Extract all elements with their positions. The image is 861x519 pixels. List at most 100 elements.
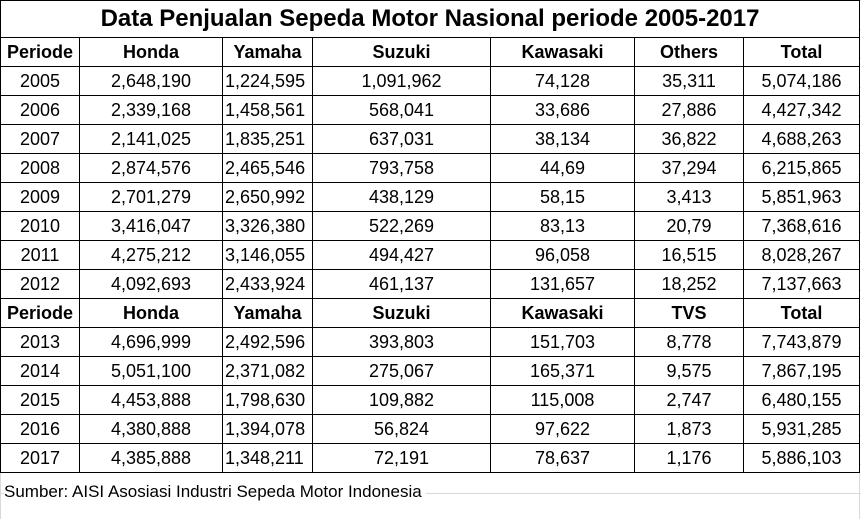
cell-honda[interactable]: 2,701,279 [79, 182, 223, 212]
column-header-honda[interactable]: Honda [79, 37, 223, 67]
cell-total[interactable]: 5,851,963 [742, 182, 861, 212]
cell-kawasaki[interactable]: 78,637 [490, 443, 635, 473]
cell-other[interactable]: 35,311 [634, 66, 744, 96]
cell-suzuki[interactable]: 793,758 [312, 153, 491, 183]
column-header-yamaha[interactable]: Yamaha [222, 37, 313, 67]
cell-total[interactable]: 7,743,879 [742, 327, 861, 357]
cell-suzuki[interactable]: 109,882 [312, 385, 491, 415]
cell-yamaha[interactable]: 1,835,251 [222, 124, 313, 154]
cell-suzuki[interactable]: 522,269 [312, 211, 491, 241]
column-header-kawasaki[interactable]: Kawasaki [490, 37, 635, 67]
cell-other[interactable]: 36,822 [634, 124, 744, 154]
cell-yamaha[interactable]: 3,326,380 [222, 211, 313, 241]
cell-kawasaki[interactable]: 58,15 [490, 182, 635, 212]
cell-other[interactable]: 18,252 [634, 269, 744, 299]
cell-suzuki[interactable]: 275,067 [312, 356, 491, 386]
column-header-suzuki[interactable]: Suzuki [312, 37, 491, 67]
cell-total[interactable]: 6,215,865 [742, 153, 861, 183]
cell-period[interactable]: 2016 [0, 414, 80, 444]
cell-other[interactable]: 20,79 [634, 211, 744, 241]
cell-period[interactable]: 2013 [0, 327, 80, 357]
cell-yamaha[interactable]: 1,458,561 [222, 95, 313, 125]
cell-suzuki[interactable]: 494,427 [312, 240, 491, 270]
cell-kawasaki[interactable]: 96,058 [490, 240, 635, 270]
cell-honda[interactable]: 4,092,693 [79, 269, 223, 299]
cell-yamaha[interactable]: 2,433,924 [222, 269, 313, 299]
cell-other[interactable]: 27,886 [634, 95, 744, 125]
cell-kawasaki[interactable]: 33,686 [490, 95, 635, 125]
cell-honda[interactable]: 4,385,888 [79, 443, 223, 473]
cell-yamaha[interactable]: 1,224,595 [222, 66, 313, 96]
cell-yamaha[interactable]: 2,650,992 [222, 182, 313, 212]
cell-total[interactable]: 5,074,186 [742, 66, 861, 96]
cell-suzuki[interactable]: 461,137 [312, 269, 491, 299]
cell-kawasaki[interactable]: 44,69 [490, 153, 635, 183]
cell-period[interactable]: 2014 [0, 356, 80, 386]
cell-honda[interactable]: 4,275,212 [79, 240, 223, 270]
cell-total[interactable]: 7,867,195 [742, 356, 861, 386]
column-header-period[interactable]: Periode [0, 37, 80, 67]
cell-kawasaki[interactable]: 131,657 [490, 269, 635, 299]
column-header-other[interactable]: TVS [634, 298, 744, 328]
cell-honda[interactable]: 5,051,100 [79, 356, 223, 386]
cell-yamaha[interactable]: 3,146,055 [222, 240, 313, 270]
cell-other[interactable]: 16,515 [634, 240, 744, 270]
cell-yamaha[interactable]: 2,371,082 [222, 356, 313, 386]
cell-total[interactable]: 7,137,663 [742, 269, 861, 299]
column-header-other[interactable]: Others [634, 37, 744, 67]
cell-other[interactable]: 3,413 [634, 182, 744, 212]
cell-other[interactable]: 1,873 [634, 414, 744, 444]
cell-honda[interactable]: 3,416,047 [79, 211, 223, 241]
cell-total[interactable]: 8,028,267 [742, 240, 861, 270]
cell-period[interactable]: 2012 [0, 269, 80, 299]
cell-yamaha[interactable]: 1,394,078 [222, 414, 313, 444]
cell-suzuki[interactable]: 568,041 [312, 95, 491, 125]
cell-suzuki[interactable]: 56,824 [312, 414, 491, 444]
cell-honda[interactable]: 2,648,190 [79, 66, 223, 96]
cell-yamaha[interactable]: 1,798,630 [222, 385, 313, 415]
table-title[interactable]: Data Penjualan Sepeda Motor Nasional per… [0, 0, 861, 38]
cell-period[interactable]: 2005 [0, 66, 80, 96]
column-header-total[interactable]: Total [742, 37, 861, 67]
cell-honda[interactable]: 2,874,576 [79, 153, 223, 183]
cell-honda[interactable]: 4,696,999 [79, 327, 223, 357]
cell-kawasaki[interactable]: 151,703 [490, 327, 635, 357]
cell-other[interactable]: 9,575 [634, 356, 744, 386]
column-header-period[interactable]: Periode [0, 298, 80, 328]
cell-yamaha[interactable]: 2,492,596 [222, 327, 313, 357]
cell-total[interactable]: 6,480,155 [742, 385, 861, 415]
cell-total[interactable]: 4,688,263 [742, 124, 861, 154]
cell-honda[interactable]: 2,141,025 [79, 124, 223, 154]
cell-period[interactable]: 2009 [0, 182, 80, 212]
cell-period[interactable]: 2011 [0, 240, 80, 270]
cell-honda[interactable]: 2,339,168 [79, 95, 223, 125]
cell-kawasaki[interactable]: 38,134 [490, 124, 635, 154]
cell-period[interactable]: 2015 [0, 385, 80, 415]
column-header-total[interactable]: Total [742, 298, 861, 328]
cell-suzuki[interactable]: 438,129 [312, 182, 491, 212]
cell-other[interactable]: 37,294 [634, 153, 744, 183]
cell-kawasaki[interactable]: 83,13 [490, 211, 635, 241]
cell-yamaha[interactable]: 1,348,211 [222, 443, 313, 473]
cell-yamaha[interactable]: 2,465,546 [222, 153, 313, 183]
column-header-honda[interactable]: Honda [79, 298, 223, 328]
cell-total[interactable]: 5,886,103 [742, 443, 861, 473]
cell-suzuki[interactable]: 72,191 [312, 443, 491, 473]
cell-total[interactable]: 5,931,285 [742, 414, 861, 444]
cell-kawasaki[interactable]: 115,008 [490, 385, 635, 415]
cell-kawasaki[interactable]: 97,622 [490, 414, 635, 444]
cell-honda[interactable]: 4,380,888 [79, 414, 223, 444]
column-header-kawasaki[interactable]: Kawasaki [490, 298, 635, 328]
cell-period[interactable]: 2010 [0, 211, 80, 241]
cell-suzuki[interactable]: 1,091,962 [312, 66, 491, 96]
cell-period[interactable]: 2008 [0, 153, 80, 183]
cell-period[interactable]: 2017 [0, 443, 80, 473]
cell-suzuki[interactable]: 393,803 [312, 327, 491, 357]
cell-other[interactable]: 2,747 [634, 385, 744, 415]
cell-period[interactable]: 2006 [0, 95, 80, 125]
column-header-suzuki[interactable]: Suzuki [312, 298, 491, 328]
cell-total[interactable]: 4,427,342 [742, 95, 861, 125]
cell-other[interactable]: 1,176 [634, 443, 744, 473]
cell-other[interactable]: 8,778 [634, 327, 744, 357]
cell-total[interactable]: 7,368,616 [742, 211, 861, 241]
